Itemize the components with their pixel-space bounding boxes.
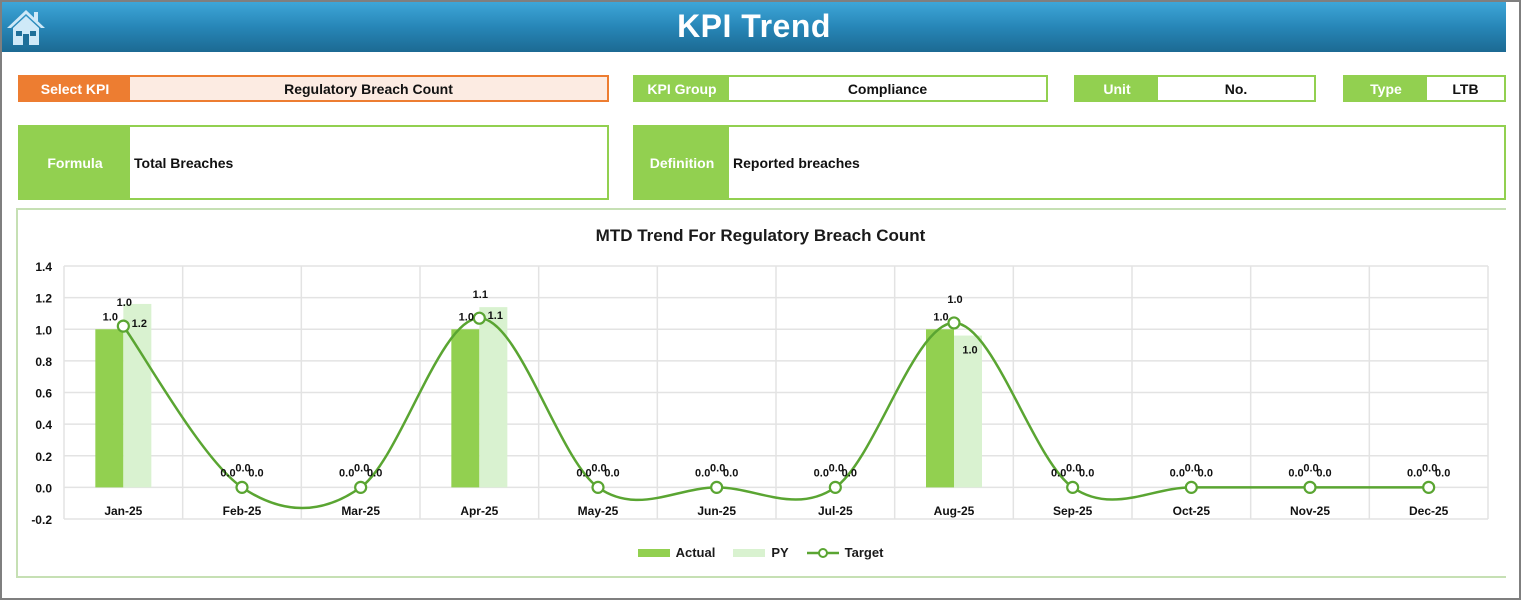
type-field: Type LTB bbox=[1343, 75, 1506, 102]
unit-value: No. bbox=[1224, 80, 1248, 97]
definition-value: Reported breaches bbox=[733, 154, 860, 171]
definition-label: Definition bbox=[635, 127, 729, 198]
formula-field: Formula Total Breaches bbox=[18, 125, 609, 200]
legend-py-label: PY bbox=[771, 545, 789, 560]
page-title: KPI Trend bbox=[677, 8, 831, 44]
formula-value: Total Breaches bbox=[134, 154, 234, 171]
type-value: LTB bbox=[1452, 80, 1479, 97]
unit-label: Unit bbox=[1076, 77, 1158, 100]
chart-legend: Actual PY Target bbox=[2, 545, 1519, 560]
formula-label: Formula bbox=[20, 127, 130, 198]
kpi-group-label: KPI Group bbox=[635, 77, 729, 100]
select-kpi-dropdown[interactable]: Regulatory Breach Count bbox=[130, 77, 607, 100]
type-label: Type bbox=[1345, 77, 1427, 100]
legend-target-label: Target bbox=[844, 545, 884, 560]
legend-py[interactable]: PY bbox=[733, 545, 789, 560]
home-icon[interactable] bbox=[5, 7, 47, 47]
select-kpi-field[interactable]: Select KPI Regulatory Breach Count bbox=[18, 75, 609, 102]
select-kpi-label: Select KPI bbox=[20, 77, 130, 100]
target-line-marker-icon bbox=[806, 547, 839, 558]
kpi-group-field: KPI Group Compliance bbox=[633, 75, 1048, 102]
legend-actual[interactable]: Actual bbox=[637, 545, 716, 560]
py-swatch-icon bbox=[733, 548, 766, 557]
chart-container bbox=[16, 208, 1506, 578]
header-bar: KPI Trend bbox=[2, 2, 1506, 52]
actual-swatch-icon bbox=[637, 548, 670, 557]
legend-actual-label: Actual bbox=[675, 545, 716, 560]
legend-target[interactable]: Target bbox=[806, 545, 884, 560]
definition-field: Definition Reported breaches bbox=[633, 125, 1506, 200]
unit-field: Unit No. bbox=[1074, 75, 1316, 102]
kpi-group-value: Compliance bbox=[847, 80, 928, 97]
chart-title: MTD Trend For Regulatory Breach Count bbox=[595, 226, 926, 245]
